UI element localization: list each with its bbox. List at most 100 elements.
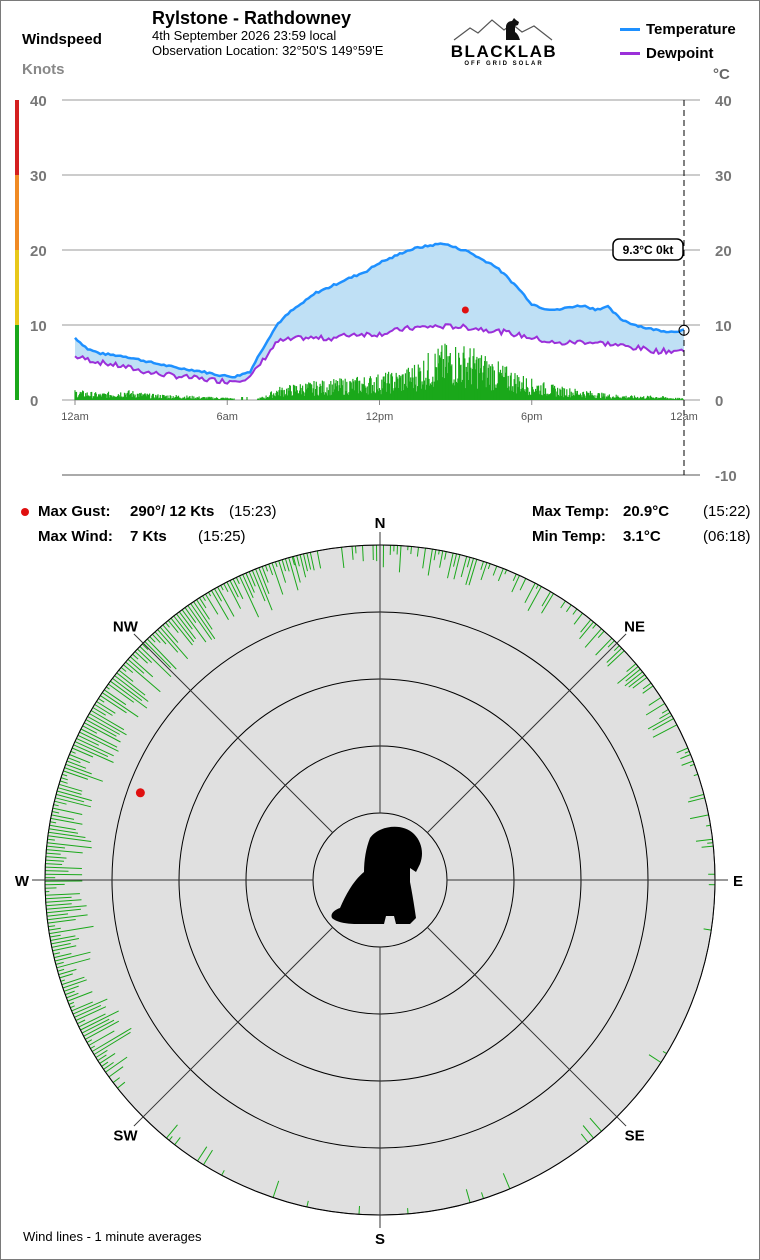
wind-direction-line	[61, 976, 85, 986]
wind-direction-line	[45, 873, 83, 876]
readout-text: 9.3°C 0kt	[623, 243, 674, 257]
wind-direction-line	[57, 787, 82, 795]
wind-direction-line	[51, 814, 75, 820]
wind-direction-line	[47, 835, 92, 842]
wind-direction-line	[125, 661, 161, 693]
wind-direction-line	[45, 856, 67, 859]
wind-direction-line	[358, 1205, 360, 1215]
wind-direction-line	[707, 842, 713, 844]
wind-direction-line	[51, 811, 60, 814]
wind-series	[74, 343, 684, 400]
wind-direction-line	[106, 686, 110, 690]
wind-direction-line	[512, 573, 517, 582]
wind-direction-line	[676, 747, 689, 754]
wind-direction-line	[52, 807, 83, 815]
rose-spoke	[427, 927, 627, 1127]
wind-direction-line	[701, 845, 714, 848]
wind-direction-line	[56, 790, 92, 802]
observation-location: Observation Location: 32°50'S 149°59'E	[152, 43, 384, 58]
wind-direction-line	[589, 1117, 602, 1132]
rose-spoke	[427, 633, 627, 833]
wind-direction-line	[59, 973, 73, 979]
wind-direction-line	[45, 893, 80, 896]
wind-direction-line	[86, 1039, 93, 1043]
rose-spokes	[32, 532, 728, 1228]
wind-direction-line	[48, 927, 61, 931]
wind-direction-line	[96, 701, 116, 714]
wind-direction-line	[116, 672, 146, 696]
wind-direction-line	[152, 633, 161, 644]
wind-direction-line	[465, 1189, 471, 1203]
gust-dot-icon	[21, 508, 29, 516]
max-gust-time: (15:23)	[229, 503, 277, 520]
wind-direction-line	[65, 763, 92, 775]
wind-direction-line	[433, 549, 437, 561]
wind-direction-line	[68, 1001, 75, 1005]
wind-direction-line	[80, 728, 118, 748]
wind-direction-line	[94, 704, 113, 716]
wind-direction-line	[46, 905, 87, 910]
x-axis-tick-label: 12pm	[366, 411, 394, 423]
wind-direction-line	[647, 715, 673, 730]
legend-swatch-temperature	[620, 28, 640, 31]
x-axis-tick-label: 6pm	[521, 411, 542, 423]
wind-direction-line	[173, 615, 195, 643]
wind-direction-line	[487, 563, 491, 570]
wind-direction-line	[309, 552, 315, 571]
wind-direction-line	[75, 1006, 107, 1021]
wind-direction-line	[648, 1054, 662, 1063]
wind-direction-line	[684, 750, 690, 754]
wind-direction-line	[76, 737, 114, 757]
wind-direction-line	[47, 914, 88, 921]
wind-direction-line	[101, 1061, 109, 1067]
wind-direction-line	[71, 747, 94, 758]
wind-direction-line	[45, 859, 65, 862]
wind-direction-line	[45, 899, 82, 903]
wind-direction-line	[61, 773, 68, 777]
wind-direction-line	[652, 718, 674, 731]
wind-direction-line	[108, 683, 135, 703]
wind-direction-line	[55, 793, 85, 803]
wind-direction-line	[89, 713, 127, 736]
wind-direction-line	[607, 640, 615, 648]
wind-direction-line	[47, 919, 76, 924]
wind-direction-line	[184, 607, 197, 623]
wind-direction-line	[62, 979, 87, 989]
wind-direction-line	[91, 1027, 132, 1052]
right-axis-tick-label: 10	[715, 318, 732, 335]
footnote: Wind lines - 1 minute averages	[23, 1229, 202, 1244]
wind-direction-line	[83, 722, 121, 743]
rose-gust-marker	[135, 788, 145, 798]
wind-direction-line	[97, 1054, 107, 1061]
wind-direction-line	[205, 593, 219, 615]
wind-direction-line	[680, 754, 691, 760]
right-axis-tick-label: 30	[715, 168, 732, 185]
windspeed-axis-title: Windspeed	[22, 31, 102, 48]
wind-direction-line	[174, 1137, 181, 1146]
wind-direction-line	[64, 767, 103, 782]
compass-label-n: N	[375, 515, 386, 532]
compass-labels: N NE E SE S SW W NW	[15, 515, 743, 1248]
wind-direction-line	[481, 1192, 484, 1199]
wind-direction-line	[58, 968, 77, 976]
wind-direction-line	[272, 1180, 280, 1198]
wind-direction-line	[57, 968, 65, 972]
wind-direction-line	[66, 760, 87, 769]
wind-direction-line	[497, 568, 504, 582]
wind-direction-line	[98, 698, 105, 703]
wind-direction-line	[132, 653, 139, 660]
wind-direction-line	[642, 685, 654, 694]
wind-direction-line	[92, 707, 106, 716]
wind-direction-line	[255, 568, 273, 611]
wind-direction-line	[572, 608, 578, 615]
wind-direction-line	[199, 597, 207, 609]
wind-direction-line	[565, 604, 572, 613]
wind-direction-line	[67, 991, 93, 1002]
wind-direction-line	[480, 562, 488, 581]
dog-icon	[331, 826, 422, 924]
wind-direction-line	[196, 599, 210, 620]
wind-direction-line	[60, 979, 65, 982]
wind-direction-line	[59, 780, 68, 784]
wind-direction-line	[580, 1133, 589, 1143]
wind-direction-line	[74, 741, 109, 758]
